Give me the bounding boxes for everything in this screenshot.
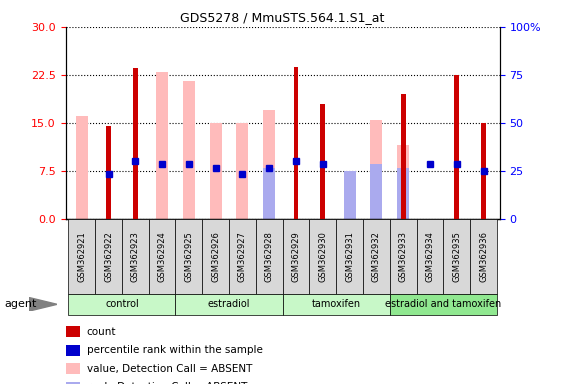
Text: control: control	[105, 299, 139, 310]
Text: GSM362933: GSM362933	[399, 231, 408, 282]
Bar	[320, 104, 325, 219]
Text: GSM362928: GSM362928	[265, 231, 274, 282]
Bar	[401, 94, 405, 219]
Bar	[371, 164, 383, 219]
Text: GSM362935: GSM362935	[452, 231, 461, 282]
Text: GSM362923: GSM362923	[131, 231, 140, 282]
Bar	[397, 168, 409, 219]
Bar	[344, 171, 356, 219]
Text: percentile rank within the sample: percentile rank within the sample	[87, 345, 263, 355]
Text: GSM362927: GSM362927	[238, 231, 247, 282]
Text: value, Detection Call = ABSENT: value, Detection Call = ABSENT	[87, 364, 252, 374]
Bar	[133, 68, 138, 219]
Text: rank, Detection Call = ABSENT: rank, Detection Call = ABSENT	[87, 382, 247, 384]
Text: count: count	[87, 327, 116, 337]
Text: GSM362936: GSM362936	[479, 231, 488, 282]
Bar	[455, 75, 459, 219]
Bar	[210, 123, 222, 219]
Text: GSM362926: GSM362926	[211, 231, 220, 282]
Title: GDS5278 / MmuSTS.564.1.S1_at: GDS5278 / MmuSTS.564.1.S1_at	[180, 11, 385, 24]
Bar	[263, 110, 275, 219]
Text: GSM362932: GSM362932	[372, 231, 381, 282]
Bar	[236, 123, 248, 219]
Bar	[106, 126, 111, 219]
Polygon shape	[29, 297, 57, 311]
Text: GSM362934: GSM362934	[425, 231, 435, 282]
Text: estradiol: estradiol	[208, 299, 250, 310]
Bar	[183, 81, 195, 219]
Text: GSM362930: GSM362930	[318, 231, 327, 282]
Bar	[481, 123, 486, 219]
Text: GSM362924: GSM362924	[158, 231, 167, 282]
Text: GSM362921: GSM362921	[77, 231, 86, 282]
Text: GSM362925: GSM362925	[184, 231, 194, 282]
Text: GSM362922: GSM362922	[104, 231, 113, 282]
Bar	[263, 168, 275, 219]
Bar	[344, 184, 356, 219]
Text: estradiol and tamoxifen: estradiol and tamoxifen	[385, 299, 501, 310]
Bar	[293, 66, 299, 219]
Text: GSM362931: GSM362931	[345, 231, 354, 282]
Text: tamoxifen: tamoxifen	[312, 299, 361, 310]
Bar	[76, 116, 88, 219]
Bar	[156, 72, 168, 219]
Text: agent: agent	[5, 299, 37, 310]
Bar	[371, 120, 383, 219]
Text: GSM362929: GSM362929	[292, 231, 300, 282]
Bar	[397, 145, 409, 219]
